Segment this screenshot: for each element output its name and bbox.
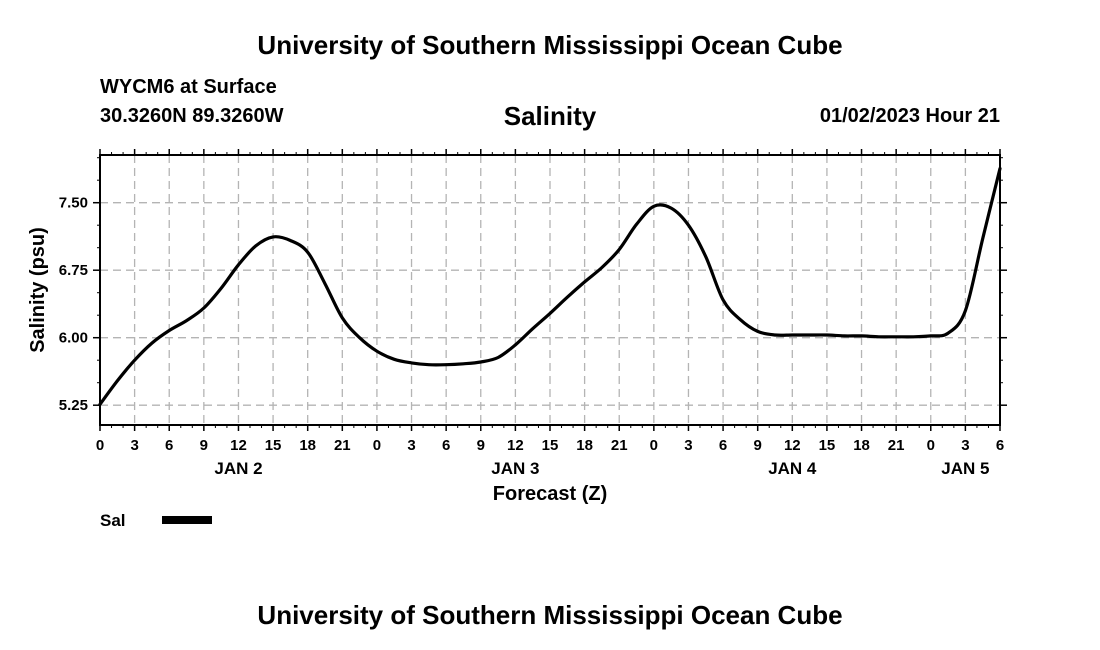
x-tick-label: 21 xyxy=(888,437,905,454)
data-series xyxy=(98,166,1002,406)
x-tick-label: 0 xyxy=(373,437,381,454)
y-tick-label: 6.75 xyxy=(59,262,88,279)
x-tick-label: 6 xyxy=(442,437,450,454)
x-tick-label: 21 xyxy=(611,437,628,454)
y-tick-label: 6.00 xyxy=(59,330,88,347)
x-tick-label: 6 xyxy=(165,437,173,454)
date-label: JAN 5 xyxy=(941,459,989,478)
plot-frame xyxy=(99,154,1001,426)
x-tick-label: 0 xyxy=(650,437,658,454)
x-tick-label: 12 xyxy=(507,437,524,454)
x-tick-label: 3 xyxy=(130,437,138,454)
salinity-line xyxy=(98,166,1002,406)
y-axis-title: Salinity (psu) xyxy=(27,227,49,353)
grid-lines xyxy=(100,155,1000,425)
x-axis-title: Forecast (Z) xyxy=(493,483,607,505)
x-tick-label: 0 xyxy=(927,437,935,454)
date-label: JAN 2 xyxy=(214,459,262,478)
x-tick-label: 3 xyxy=(407,437,415,454)
x-tick-label: 15 xyxy=(542,437,559,454)
date-labels: JAN 2 JAN 3 JAN 4 JAN 5 xyxy=(214,459,989,478)
date-label: JAN 4 xyxy=(768,459,817,478)
x-tick-label: 3 xyxy=(684,437,692,454)
x-tick-label: 9 xyxy=(200,437,208,454)
x-tick-label: 3 xyxy=(961,437,969,454)
x-tick-label: 18 xyxy=(299,437,316,454)
y-tick-label: 7.50 xyxy=(59,195,88,212)
forecast-datetime: 01/02/2023 Hour 21 xyxy=(819,105,1000,127)
y-tick-label: 5.25 xyxy=(59,397,88,414)
x-tick-label: 9 xyxy=(477,437,485,454)
x-tick-label: 6 xyxy=(719,437,727,454)
station-coordinates: 30.3260N 89.3260W xyxy=(100,105,284,127)
footer-title: University of Southern Mississippi Ocean… xyxy=(257,600,843,630)
x-tick-label: 18 xyxy=(576,437,593,454)
x-tick-label: 21 xyxy=(334,437,351,454)
x-tick-label: 12 xyxy=(784,437,801,454)
x-tick-label: 0 xyxy=(96,437,104,454)
parameter-title: Salinity xyxy=(503,101,597,131)
x-tick-labels: 0 3 6 9 12 15 18 21 0 3 6 9 12 15 18 21 0 3 6 9 12 15 18 21 0 3 6 xyxy=(96,437,1004,454)
chart-main-title: University of Southern Mississippi Ocean… xyxy=(257,30,843,60)
x-tick-label: 15 xyxy=(819,437,836,454)
x-tick-label: 9 xyxy=(754,437,762,454)
legend-label: Sal xyxy=(100,511,126,530)
x-tick-label: 18 xyxy=(853,437,870,454)
station-label: WYCM6 at Surface xyxy=(100,76,277,98)
legend: Sal xyxy=(100,511,212,530)
x-tick-label: 6 xyxy=(996,437,1004,454)
x-tick-label: 15 xyxy=(265,437,282,454)
date-label: JAN 3 xyxy=(491,459,539,478)
y-tick-labels: 5.25 6.00 6.75 7.50 xyxy=(59,195,88,415)
x-tick-label: 12 xyxy=(230,437,247,454)
